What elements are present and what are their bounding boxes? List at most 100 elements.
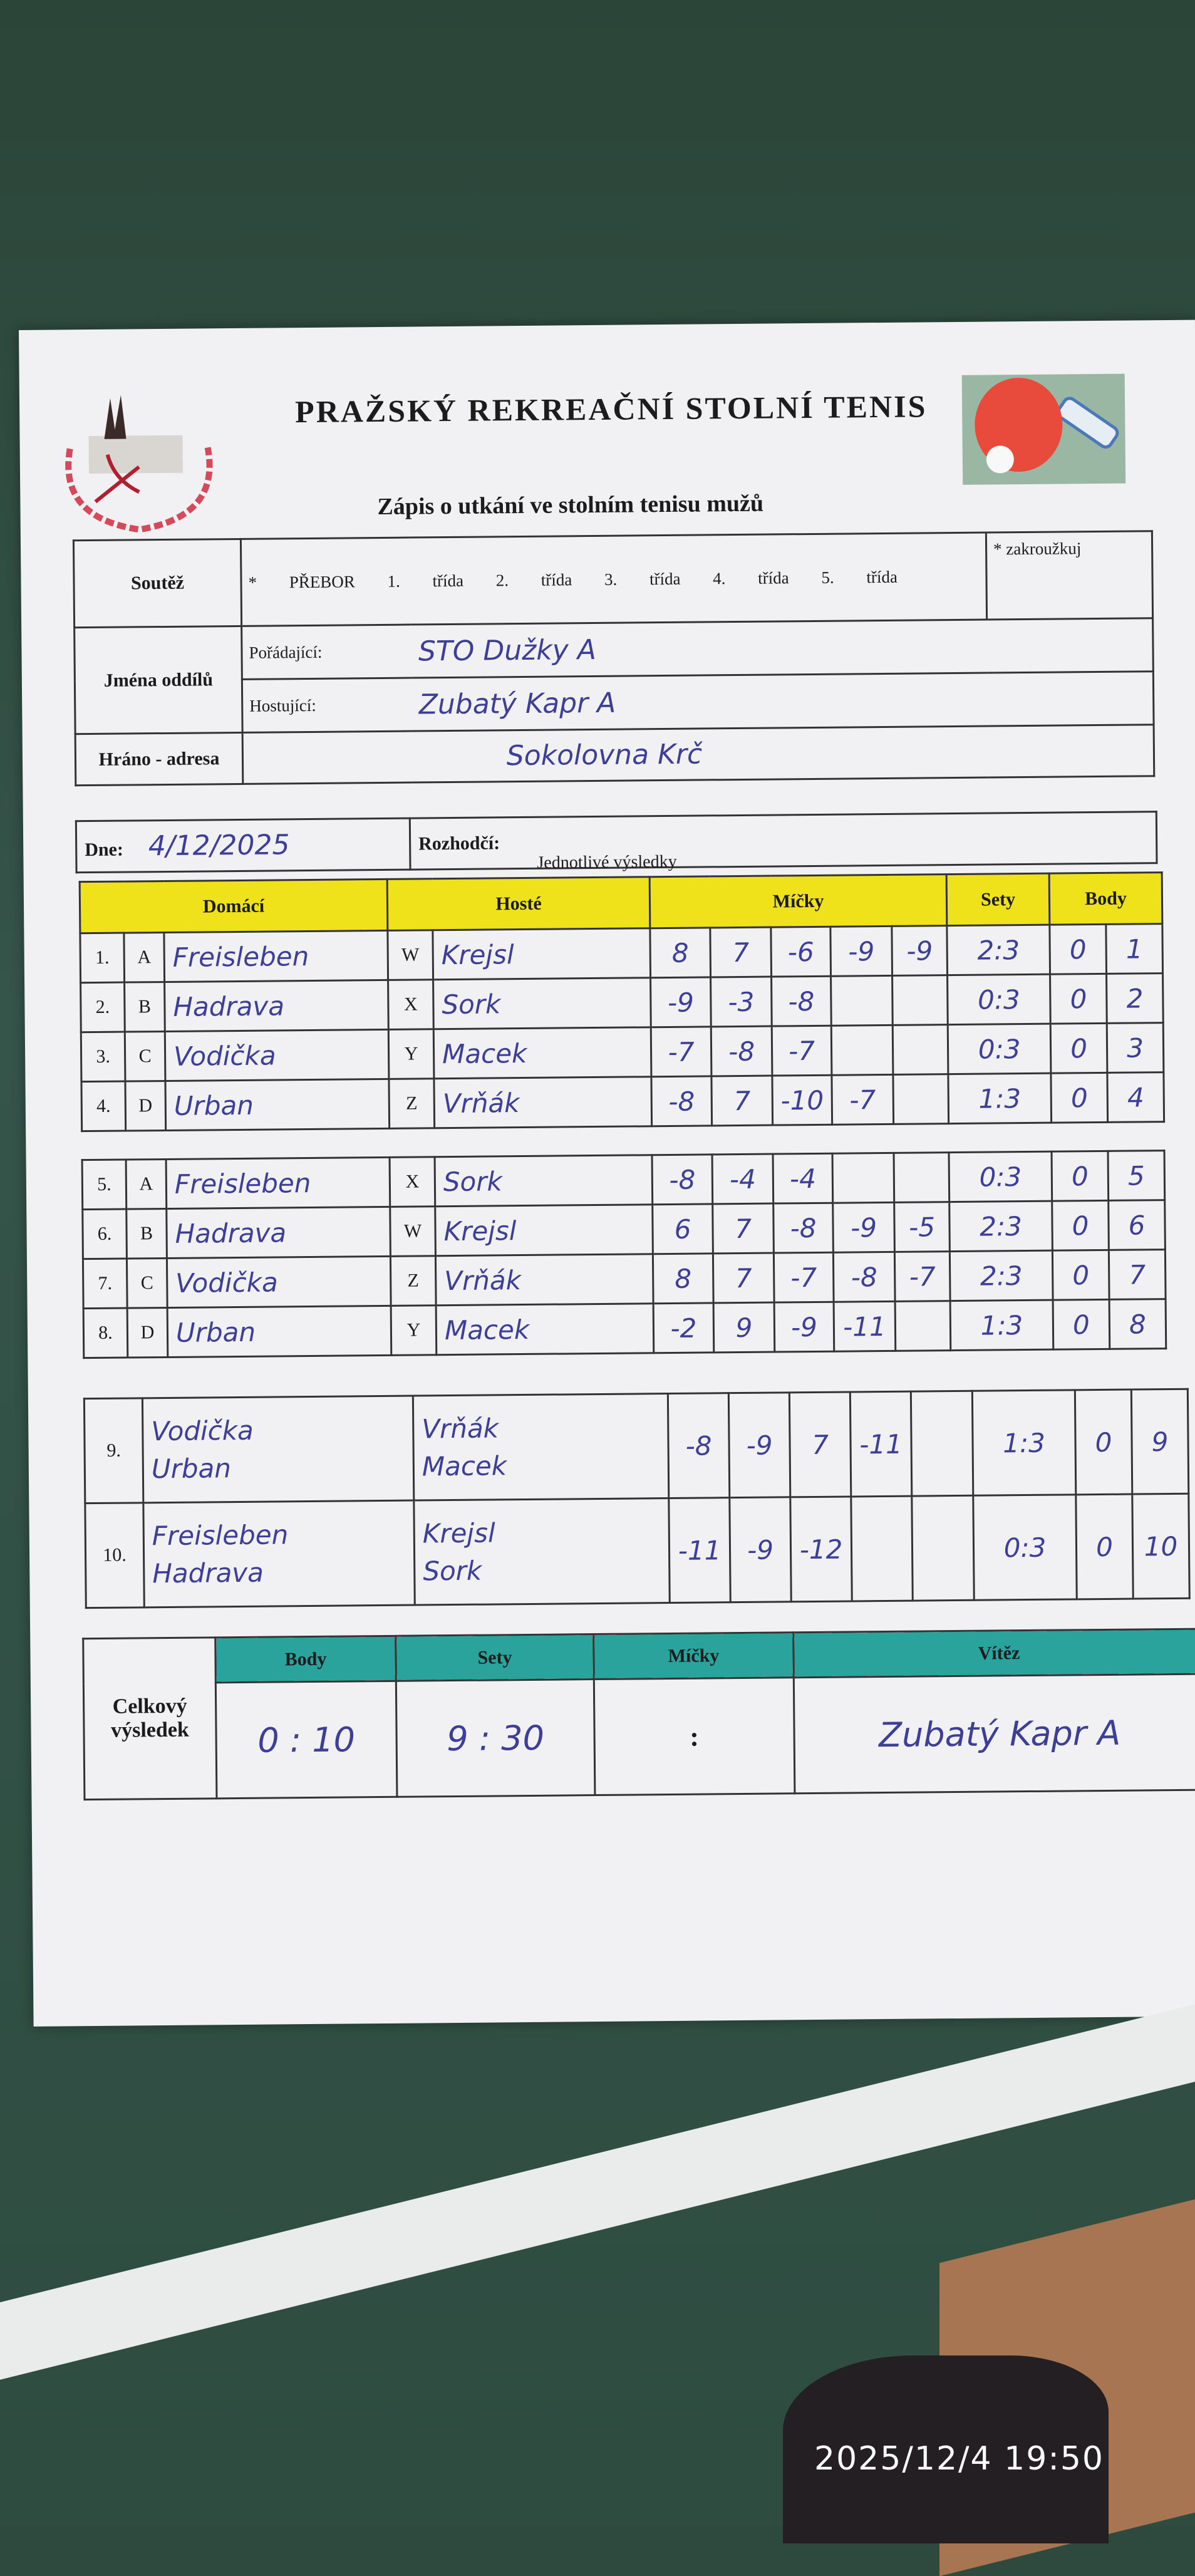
set-score[interactable]: -5 (894, 1202, 950, 1252)
home-player[interactable]: Vodička (167, 1256, 391, 1307)
set-score[interactable]: -8 (772, 976, 832, 1026)
set-score[interactable] (831, 975, 893, 1026)
set-score[interactable]: 7 (713, 1253, 774, 1303)
set-score[interactable]: -7 (651, 1027, 711, 1077)
venue-field[interactable]: Sokolovna Krč (242, 725, 1154, 784)
set-score[interactable]: -9 (833, 1202, 895, 1252)
set-score[interactable]: -11 (850, 1391, 911, 1497)
home-points-running[interactable]: 4 (1107, 1072, 1164, 1123)
guest-player[interactable]: Sork (433, 978, 651, 1029)
home-points-running[interactable]: 10 (1132, 1493, 1189, 1599)
home-points-running[interactable]: 9 (1131, 1389, 1188, 1494)
set-score[interactable]: -9 (892, 926, 948, 976)
home-player[interactable]: Urban (167, 1306, 391, 1357)
date-field[interactable]: Dne:4/12/2025 (76, 818, 410, 873)
set-score[interactable]: 7 (789, 1392, 851, 1497)
set-score[interactable]: -8 (651, 1076, 712, 1126)
match-points[interactable]: 0 (1052, 1200, 1109, 1250)
set-score[interactable]: -10 (772, 1075, 832, 1125)
sets-score[interactable]: 0:3 (948, 974, 1051, 1024)
set-score[interactable] (831, 1025, 893, 1075)
set-score[interactable]: -8 (773, 1203, 834, 1253)
set-score[interactable]: -9 (728, 1393, 790, 1498)
match-points[interactable]: 0 (1052, 1250, 1109, 1300)
home-points-running[interactable]: 6 (1109, 1200, 1166, 1250)
set-score[interactable]: 7 (713, 1203, 774, 1254)
match-points[interactable]: 0 (1051, 1072, 1108, 1123)
set-score[interactable] (894, 1153, 949, 1203)
set-score[interactable]: -8 (668, 1393, 729, 1498)
set-score[interactable]: -3 (711, 977, 772, 1027)
set-score[interactable]: -11 (669, 1498, 730, 1603)
set-score[interactable]: -9 (774, 1302, 834, 1352)
set-score[interactable] (895, 1301, 951, 1351)
home-points-running[interactable]: 3 (1107, 1023, 1164, 1073)
set-score[interactable]: -8 (833, 1252, 895, 1302)
sets-score[interactable]: 2:3 (949, 1250, 1053, 1301)
set-score[interactable]: -8 (652, 1155, 713, 1205)
referee-field[interactable]: Rozhodčí: (410, 812, 1157, 870)
match-points[interactable]: 0 (1052, 1151, 1109, 1201)
guest-player[interactable]: Vrňák (434, 1077, 652, 1128)
set-score[interactable]: -9 (730, 1497, 791, 1602)
home-player[interactable]: Hadrava (165, 980, 389, 1031)
set-score[interactable]: -7 (894, 1252, 950, 1302)
set-score[interactable]: 8 (650, 928, 711, 978)
set-score[interactable]: -4 (773, 1153, 833, 1203)
set-score[interactable]: 9 (713, 1302, 775, 1353)
sets-score[interactable]: 0:3 (948, 1024, 1051, 1074)
match-points[interactable]: 0 (1053, 1299, 1110, 1349)
organizer-field[interactable]: STO Dužky A (411, 618, 1154, 678)
home-pair[interactable]: Vodička Urban (142, 1396, 413, 1503)
competition-options[interactable]: * PŘEBOR 1. třída 2. třída 3. třída 4. t… (241, 532, 986, 626)
set-score[interactable]: 6 (653, 1204, 713, 1254)
home-player[interactable]: Freisleben (164, 930, 388, 982)
sets-score[interactable]: 1:3 (948, 1073, 1052, 1123)
set-score[interactable] (911, 1391, 973, 1496)
home-points-running[interactable]: 1 (1106, 924, 1163, 974)
guest-player[interactable]: Macek (436, 1304, 654, 1355)
sets-score[interactable]: 0:3 (949, 1151, 1052, 1202)
home-pair[interactable]: Freisleben Hadrava (143, 1500, 415, 1607)
set-score[interactable]: -9 (651, 977, 711, 1027)
guest-player[interactable]: Krejsl (433, 928, 651, 980)
set-score[interactable] (893, 1074, 949, 1124)
sets-score[interactable]: 2:3 (947, 925, 1050, 975)
home-player[interactable]: Hadrava (167, 1207, 391, 1258)
sets-score[interactable]: 0:3 (973, 1495, 1077, 1600)
home-points-running[interactable]: 8 (1109, 1299, 1166, 1349)
set-score[interactable]: -4 (712, 1154, 773, 1204)
total-points[interactable]: 0 : 10 (215, 1681, 397, 1799)
set-score[interactable]: 7 (711, 1076, 773, 1126)
total-balls[interactable]: : (594, 1678, 795, 1795)
set-score[interactable]: -7 (773, 1252, 834, 1302)
match-points[interactable]: 0 (1050, 1023, 1107, 1073)
set-score[interactable] (851, 1496, 913, 1601)
set-score[interactable]: 7 (710, 927, 772, 977)
home-points-running[interactable]: 5 (1108, 1151, 1165, 1201)
match-points[interactable]: 0 (1076, 1494, 1133, 1599)
sets-score[interactable]: 1:3 (950, 1300, 1053, 1350)
total-sets[interactable]: 9 : 30 (396, 1680, 595, 1797)
set-score[interactable]: -12 (790, 1497, 852, 1602)
match-points[interactable]: 0 (1075, 1389, 1132, 1495)
sets-score[interactable]: 1:3 (972, 1390, 1075, 1495)
guest-player[interactable]: Vrňák (435, 1254, 653, 1306)
set-score[interactable]: -11 (834, 1301, 896, 1351)
home-player[interactable]: Freisleben (166, 1157, 390, 1208)
guest-player[interactable]: Sork (435, 1155, 653, 1207)
set-score[interactable] (832, 1153, 894, 1203)
set-score[interactable]: -7 (772, 1026, 832, 1076)
home-points-running[interactable]: 7 (1109, 1250, 1166, 1300)
guest-pair[interactable]: Vrňák Macek (413, 1394, 668, 1501)
set-score[interactable]: -9 (830, 926, 892, 976)
guest-club-field[interactable]: Zubatý Kapr A (411, 672, 1154, 731)
set-score[interactable]: -2 (653, 1303, 714, 1353)
set-score[interactable] (912, 1495, 974, 1601)
sets-score[interactable]: 2:3 (949, 1201, 1053, 1251)
home-player[interactable]: Vodička (165, 1029, 389, 1081)
guest-pair[interactable]: Krejsl Sork (414, 1498, 670, 1606)
home-points-running[interactable]: 2 (1107, 974, 1164, 1024)
guest-player[interactable]: Krejsl (435, 1205, 653, 1256)
set-score[interactable]: 8 (653, 1254, 713, 1304)
